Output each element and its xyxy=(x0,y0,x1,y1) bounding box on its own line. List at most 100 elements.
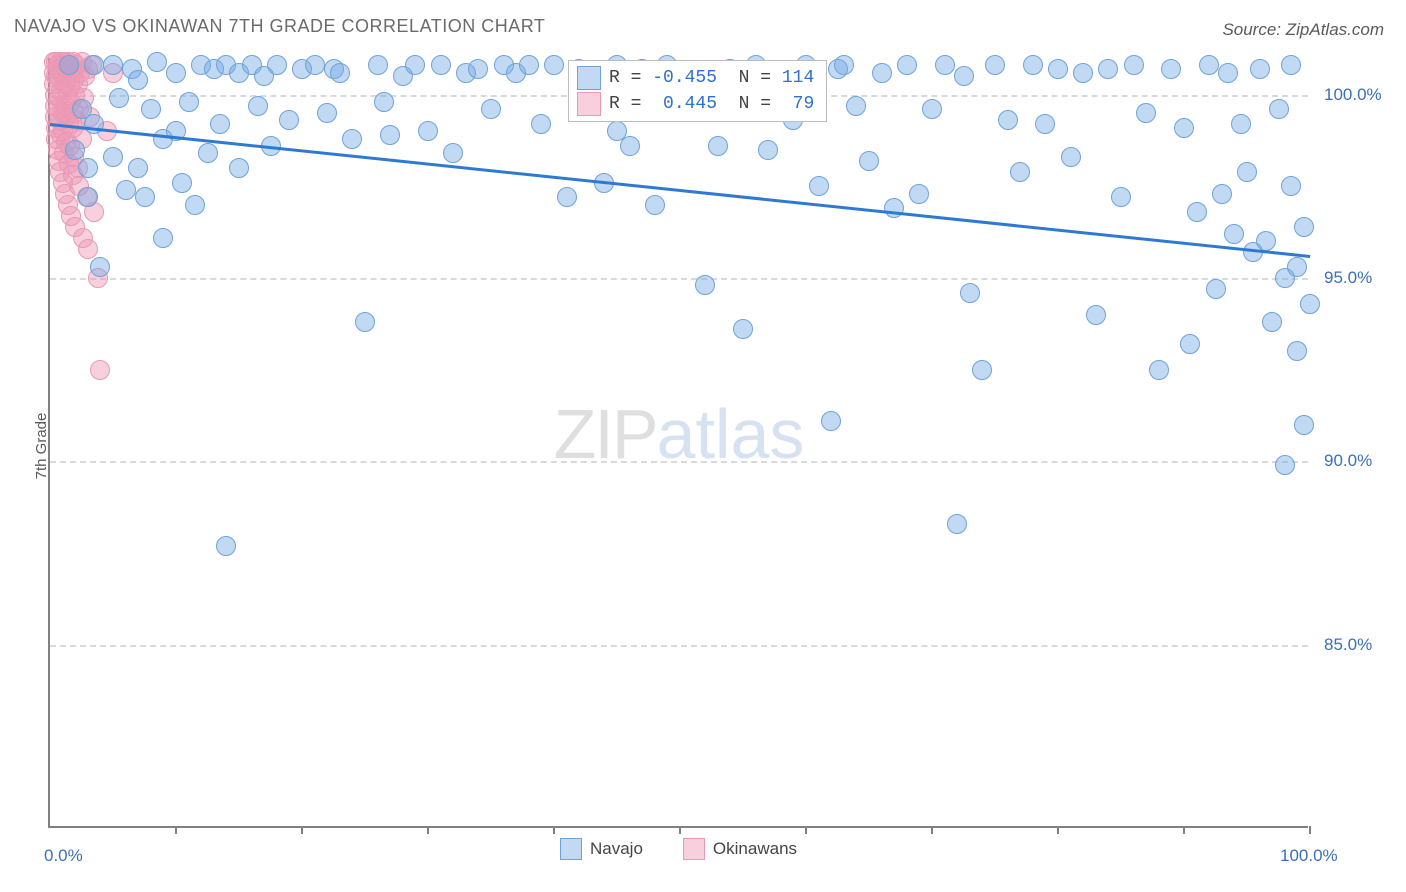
navajo-point xyxy=(443,143,463,163)
navajo-point xyxy=(922,99,942,119)
bottom-legend-label-navajo: Navajo xyxy=(590,839,643,859)
navajo-point xyxy=(90,257,110,277)
x-tick-label-right: 100.0% xyxy=(1280,846,1338,866)
navajo-point xyxy=(620,136,640,156)
navajo-point xyxy=(103,55,123,75)
navajo-point xyxy=(645,195,665,215)
navajo-point xyxy=(985,55,1005,75)
navajo-point xyxy=(1294,415,1314,435)
legend-stats-navajo: R = -0.455 N = 114 xyxy=(609,65,814,91)
navajo-point xyxy=(147,52,167,72)
legend-stats-okinawans: R = 0.445 N = 79 xyxy=(609,91,814,117)
navajo-point xyxy=(1124,55,1144,75)
navajo-point xyxy=(1098,59,1118,79)
bottom-legend-item-okinawans: Okinawans xyxy=(683,838,797,860)
navajo-point xyxy=(1111,187,1131,207)
navajo-point xyxy=(1281,55,1301,75)
navajo-point xyxy=(342,129,362,149)
navajo-point xyxy=(947,514,967,534)
okinawans-point xyxy=(90,360,110,380)
navajo-point xyxy=(1048,59,1068,79)
navajo-point xyxy=(1035,114,1055,134)
navajo-point xyxy=(954,66,974,86)
navajo-point xyxy=(998,110,1018,130)
navajo-point xyxy=(557,187,577,207)
x-tick xyxy=(427,826,429,834)
navajo-point xyxy=(821,411,841,431)
navajo-point xyxy=(229,158,249,178)
y-tick-label: 95.0% xyxy=(1324,268,1372,288)
bottom-legend-item-navajo: Navajo xyxy=(560,838,643,860)
navajo-point xyxy=(355,312,375,332)
navajo-point xyxy=(519,55,539,75)
navajo-point xyxy=(1269,99,1289,119)
navajo-point xyxy=(708,136,728,156)
navajo-point xyxy=(1224,224,1244,244)
navajo-point xyxy=(935,55,955,75)
navajo-point xyxy=(1023,55,1043,75)
navajo-point xyxy=(248,96,268,116)
navajo-point xyxy=(153,228,173,248)
navajo-point xyxy=(1231,114,1251,134)
navajo-point xyxy=(1218,63,1238,83)
bottom-legend-swatch-okinawans xyxy=(683,838,705,860)
stats-legend: R = -0.455 N = 114R = 0.445 N = 79 xyxy=(568,60,827,122)
navajo-point xyxy=(1180,334,1200,354)
legend-swatch-navajo xyxy=(577,66,601,90)
stats-legend-row-okinawans: R = 0.445 N = 79 xyxy=(577,91,814,117)
navajo-point xyxy=(128,70,148,90)
navajo-point xyxy=(1294,217,1314,237)
navajo-point xyxy=(1237,162,1257,182)
navajo-point xyxy=(1212,184,1232,204)
navajo-point xyxy=(1010,162,1030,182)
navajo-point xyxy=(59,55,79,75)
navajo-point xyxy=(84,55,104,75)
navajo-point xyxy=(544,55,564,75)
navajo-point xyxy=(1086,305,1106,325)
navajo-point xyxy=(1174,118,1194,138)
navajo-point xyxy=(198,143,218,163)
navajo-point xyxy=(141,99,161,119)
gridline xyxy=(50,645,1308,647)
bottom-legend: Navajo Okinawans xyxy=(560,838,797,860)
y-tick-label: 90.0% xyxy=(1324,451,1372,471)
x-tick xyxy=(931,826,933,834)
navajo-point xyxy=(374,92,394,112)
navajo-point xyxy=(695,275,715,295)
navajo-point xyxy=(859,151,879,171)
navajo-point xyxy=(834,55,854,75)
navajo-point xyxy=(128,158,148,178)
y-tick-label: 85.0% xyxy=(1324,635,1372,655)
navajo-point xyxy=(216,536,236,556)
navajo-point xyxy=(1073,63,1093,83)
chart-title: NAVAJO VS OKINAWAN 7TH GRADE CORRELATION… xyxy=(14,16,545,37)
x-tick-label-left: 0.0% xyxy=(44,846,83,866)
navajo-point xyxy=(1187,202,1207,222)
navajo-point xyxy=(897,55,917,75)
x-tick xyxy=(553,826,555,834)
navajo-point xyxy=(103,147,123,167)
x-tick xyxy=(805,826,807,834)
navajo-point xyxy=(78,158,98,178)
navajo-point xyxy=(267,55,287,75)
navajo-point xyxy=(78,187,98,207)
navajo-point xyxy=(305,55,325,75)
navajo-point xyxy=(1300,294,1320,314)
navajo-point xyxy=(418,121,438,141)
navajo-point xyxy=(317,103,337,123)
navajo-point xyxy=(758,140,778,160)
gridline xyxy=(50,461,1308,463)
navajo-point xyxy=(1061,147,1081,167)
navajo-point xyxy=(1287,341,1307,361)
bottom-legend-label-okinawans: Okinawans xyxy=(713,839,797,859)
navajo-point xyxy=(1256,231,1276,251)
navajo-point xyxy=(380,125,400,145)
navajo-point xyxy=(733,319,753,339)
okinawans-point xyxy=(78,239,98,259)
navajo-point xyxy=(909,184,929,204)
navajo-point xyxy=(481,99,501,119)
navajo-point xyxy=(1287,257,1307,277)
x-tick xyxy=(301,826,303,834)
x-tick xyxy=(1057,826,1059,834)
navajo-point xyxy=(65,140,85,160)
